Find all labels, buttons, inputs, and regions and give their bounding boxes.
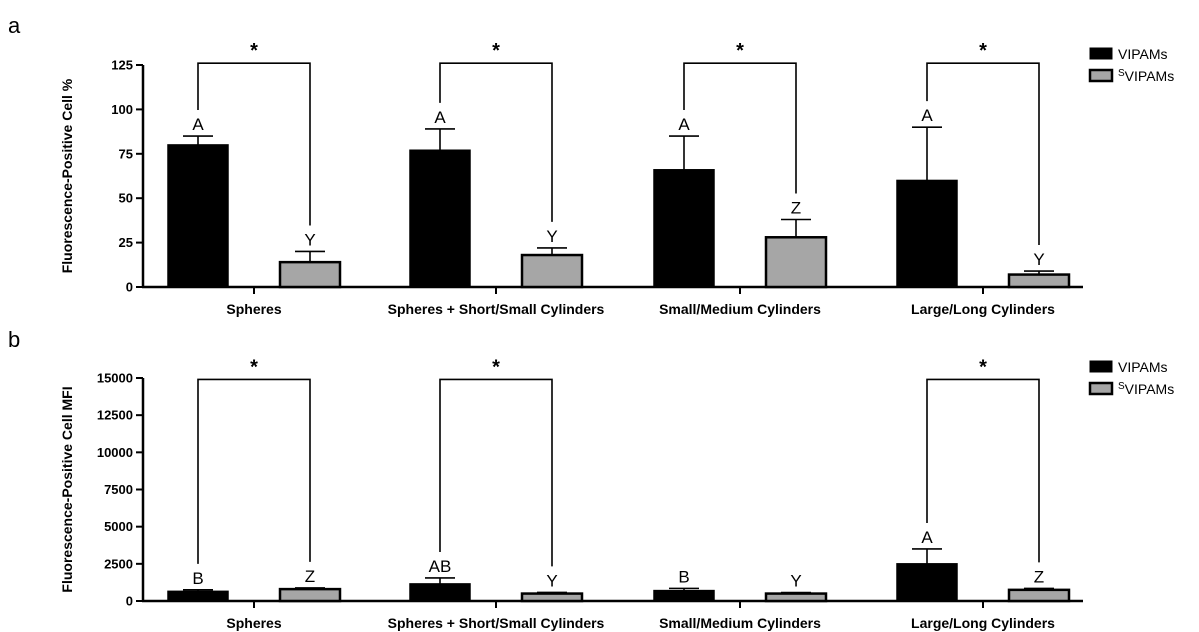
y-tick-label: 10000 — [97, 445, 133, 460]
bar — [764, 236, 828, 289]
significance-star: * — [979, 40, 987, 62]
significance-bracket — [683, 62, 797, 194]
significance-letter: B — [678, 567, 689, 586]
x-category-label: Small/Medium Cylinders — [659, 615, 821, 631]
significance-letter: Z — [305, 567, 315, 586]
significance-letter: A — [921, 528, 933, 547]
legend-label: VIPAMs — [1118, 359, 1168, 375]
panel-letter-b: b — [8, 327, 20, 352]
bar — [653, 169, 715, 288]
x-category-label: Spheres + Short/Small Cylinders — [388, 301, 605, 317]
significance-letter: B — [192, 569, 203, 588]
bar — [167, 590, 229, 602]
bar — [167, 144, 229, 288]
bar — [896, 179, 958, 288]
significance-letter: A — [678, 115, 690, 134]
y-tick-label: 50 — [119, 191, 133, 206]
bar — [409, 583, 471, 602]
significance-star: * — [250, 40, 258, 62]
y-tick-label: 75 — [119, 146, 133, 161]
significance-bracket — [926, 378, 1040, 563]
legend-swatch — [1089, 47, 1113, 60]
x-category-label: Spheres — [226, 301, 281, 317]
significance-letter: Z — [1034, 567, 1044, 586]
x-category-label: Large/Long Cylinders — [911, 301, 1055, 317]
significance-star: * — [250, 356, 258, 378]
significance-letter: AB — [429, 557, 452, 576]
y-axis-title: Fluorescence-Positive Cell MFI — [59, 386, 75, 592]
legend-swatch — [1089, 360, 1113, 373]
bar — [520, 592, 584, 603]
bar — [896, 563, 958, 602]
significance-bracket — [439, 62, 553, 222]
bar — [409, 149, 471, 288]
significance-bracket — [197, 378, 311, 564]
y-tick-label: 100 — [111, 102, 133, 117]
bar — [653, 589, 715, 602]
legend-label: VIPAMs — [1118, 46, 1168, 62]
chart-panel-a: 0 25 50 75 100 125 Fluorescence-Positive Cell … — [59, 40, 1174, 317]
x-category-label: Small/Medium Cylinders — [659, 301, 821, 317]
legend-label: SVIPAMs — [1118, 381, 1174, 398]
significance-letter: Y — [1033, 250, 1044, 269]
y-tick-label: 125 — [111, 58, 133, 73]
y-tick-label: 25 — [119, 235, 133, 250]
significance-letter: A — [192, 115, 204, 134]
significance-star: * — [492, 356, 500, 378]
significance-star: * — [979, 356, 987, 378]
y-tick-label: 7500 — [104, 482, 133, 497]
y-tick-label: 2500 — [104, 556, 133, 571]
x-category-label: Spheres — [226, 615, 281, 631]
y-tick-label: 15000 — [97, 371, 133, 386]
legend-swatch — [1088, 381, 1114, 396]
significance-bracket — [926, 62, 1040, 246]
panel-letter-a: a — [8, 13, 21, 38]
significance-star: * — [736, 40, 744, 62]
legend-label: SVIPAMs — [1118, 68, 1174, 85]
significance-letter: A — [434, 108, 446, 127]
bar — [278, 260, 342, 289]
significance-letter: Z — [791, 199, 801, 218]
significance-letter: Y — [790, 572, 801, 591]
significance-bracket — [197, 62, 311, 226]
bar — [1007, 588, 1071, 603]
significance-letter: Y — [546, 227, 557, 246]
significance-letter: Y — [304, 230, 315, 249]
y-tick-label: 12500 — [97, 408, 133, 423]
legend-swatch — [1088, 68, 1114, 83]
significance-letter: A — [921, 106, 933, 125]
x-category-label: Spheres + Short/Small Cylinders — [388, 615, 605, 631]
significance-star: * — [492, 40, 500, 62]
significance-bracket — [439, 378, 553, 567]
chart-panel-b: 0 2500 5000 7500 10000 12500 15000 Fluorescence… — [59, 356, 1174, 631]
bar — [1007, 273, 1071, 289]
x-category-label: Large/Long Cylinders — [911, 615, 1055, 631]
bar — [520, 253, 584, 289]
bar — [764, 592, 828, 603]
bar — [278, 587, 342, 603]
y-tick-label: 0 — [126, 280, 133, 295]
y-tick-label: 0 — [126, 594, 133, 609]
y-axis-title: Fluorescence-Positive Cell % — [59, 78, 75, 273]
y-tick-label: 5000 — [104, 519, 133, 534]
significance-letter: Y — [546, 571, 557, 590]
